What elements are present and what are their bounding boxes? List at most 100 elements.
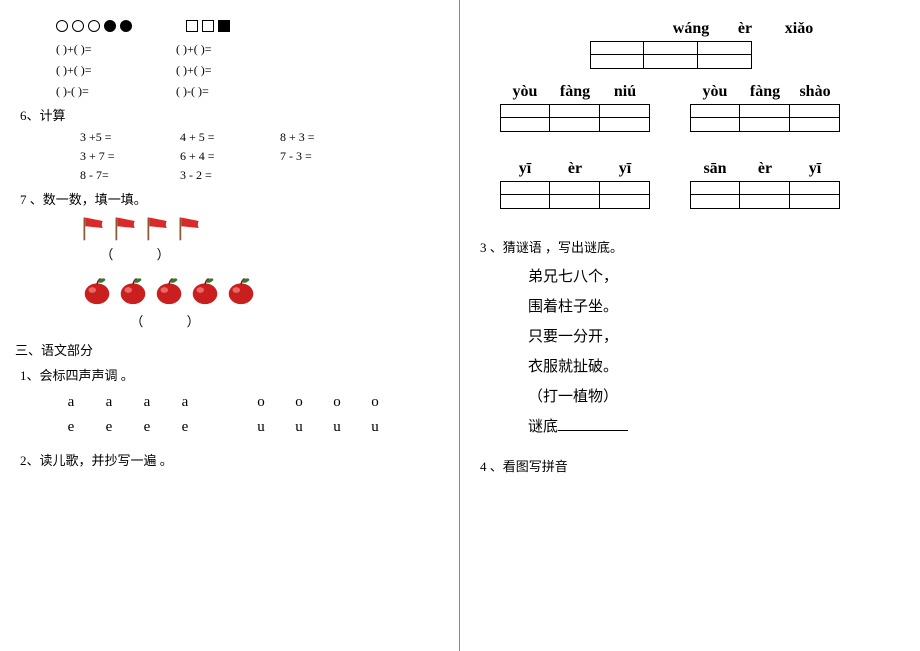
circle-filled	[104, 20, 116, 32]
writing-cell	[550, 181, 600, 209]
calc-cell: 3 + 7 =	[80, 149, 180, 164]
pinyin-word: sān	[690, 160, 740, 178]
pinyin-table-1: wángèrxiǎo	[590, 20, 900, 69]
section-4r-title: 4 、看图写拼音	[480, 456, 900, 475]
apple-icon	[224, 273, 258, 311]
tone-cell: o	[280, 390, 318, 415]
apple-icon	[116, 273, 150, 311]
pinyin-word: yī	[790, 160, 840, 178]
flag-icon	[176, 214, 204, 242]
section-7-title: 7 、数一数，填一填。	[20, 189, 431, 208]
writing-cell	[690, 181, 740, 209]
equation-cell: ( )+( )=	[176, 63, 296, 78]
apple-icon	[188, 273, 222, 311]
riddle-line: 衣服就扯破。	[528, 352, 900, 382]
pinyin-word: yòu	[690, 83, 740, 101]
square-empty	[186, 20, 198, 32]
writing-cell	[600, 181, 650, 209]
writing-cell	[790, 181, 840, 209]
section-2-title: 2、读儿歌，并抄写一遍 。	[20, 450, 431, 469]
apple-icon	[152, 273, 186, 311]
writing-cell	[690, 104, 740, 132]
calc-cell: 8 - 7=	[80, 168, 180, 183]
pinyin-word: niú	[600, 83, 650, 101]
flag-icon	[112, 214, 140, 242]
riddle-block: 弟兄七八个， 围着柱子坐。 只要一分开， 衣服就扯破。 （打一植物） 谜底	[528, 262, 900, 442]
equation-cell: ( )+( )=	[56, 63, 176, 78]
flag-icon	[144, 214, 172, 242]
pinyin-word: wáng	[664, 20, 718, 38]
pinyin-word: èr	[740, 160, 790, 178]
tone-cell: e	[166, 415, 204, 440]
right-column: wángèrxiǎo yòufàngniú yòufàngshào yīèryī…	[460, 0, 920, 651]
section-1-title: 1、会标四声声调 。	[20, 365, 431, 384]
tone-cell	[204, 415, 242, 440]
circle-filled	[120, 20, 132, 32]
answer-underline	[558, 416, 628, 431]
flags-row	[80, 214, 431, 242]
apples-paren: （ ）	[90, 311, 260, 330]
circle-empty	[88, 20, 100, 32]
writing-cell	[740, 104, 790, 132]
tone-cell: e	[128, 415, 166, 440]
writing-cell	[790, 104, 840, 132]
shapes-row	[56, 20, 431, 32]
tone-cell: e	[52, 415, 90, 440]
riddle-line: （打一植物）	[528, 382, 900, 412]
pinyin-word: yòu	[500, 83, 550, 101]
riddle-line: 只要一分开，	[528, 322, 900, 352]
equation-cell: ( )+( )=	[56, 42, 176, 57]
calc-cell: 3 +5 =	[80, 130, 180, 145]
pinyin-word: yī	[600, 160, 650, 178]
writing-cell	[590, 41, 644, 69]
tone-cell: u	[280, 415, 318, 440]
pinyin-word: shào	[790, 83, 840, 101]
riddle-line: 围着柱子坐。	[528, 292, 900, 322]
equation-cell: ( )-( )=	[56, 84, 176, 99]
square-filled	[218, 20, 230, 32]
calc-cell: 8 + 3 =	[280, 130, 380, 145]
equations-block: ( )+( )= ( )+( )= ( )+( )= ( )+( )= ( )-…	[40, 42, 431, 99]
tone-cell: o	[242, 390, 280, 415]
riddle-answer-label: 谜底	[528, 419, 558, 435]
section-3r-title: 3 、猜谜语 ，写出谜底。	[480, 237, 900, 256]
apples-row	[80, 273, 431, 311]
tone-cell: a	[166, 390, 204, 415]
pinyin-word: fàng	[550, 83, 600, 101]
left-column: ( )+( )= ( )+( )= ( )+( )= ( )+( )= ( )-…	[0, 0, 460, 651]
equation-cell: ( )+( )=	[176, 42, 296, 57]
tone-cell	[204, 390, 242, 415]
square-empty	[202, 20, 214, 32]
pinyin-word: xiǎo	[772, 20, 826, 38]
tone-grid: aaaaoooo eeeeuuuu	[52, 390, 431, 440]
circle-empty	[72, 20, 84, 32]
riddle-line: 弟兄七八个，	[528, 262, 900, 292]
calc-cell: 3 - 2 =	[180, 168, 280, 183]
apple-icon	[80, 273, 114, 311]
writing-cell	[644, 41, 698, 69]
writing-cell	[740, 181, 790, 209]
writing-cell	[600, 104, 650, 132]
flag-icon	[80, 214, 108, 242]
tone-cell: u	[356, 415, 394, 440]
squares-group	[186, 20, 230, 32]
section-6-title: 6、计算	[20, 105, 431, 124]
tone-cell: a	[128, 390, 166, 415]
pinyin-word: èr	[718, 20, 772, 38]
pinyin-word: fàng	[740, 83, 790, 101]
tone-cell: u	[242, 415, 280, 440]
count-area: （ ） （ ）	[80, 214, 431, 330]
calc-cell: 4 + 5 =	[180, 130, 280, 145]
calc-cell: 6 + 4 =	[180, 149, 280, 164]
pinyin-table-3a: yīèryī	[500, 160, 650, 209]
pinyin-pair-1: yòufàngniú yòufàngshào	[500, 83, 900, 146]
pinyin-table-2b: yòufàngshào	[690, 83, 840, 132]
calc-cell: 7 - 3 =	[280, 149, 380, 164]
circle-empty	[56, 20, 68, 32]
tone-cell: a	[52, 390, 90, 415]
tone-cell: o	[356, 390, 394, 415]
equation-cell: ( )-( )=	[176, 84, 296, 99]
pinyin-table-2a: yòufàngniú	[500, 83, 650, 132]
section-three-title: 三、语文部分	[15, 340, 431, 359]
pinyin-pair-2: yīèryī sānèryī	[500, 160, 900, 223]
